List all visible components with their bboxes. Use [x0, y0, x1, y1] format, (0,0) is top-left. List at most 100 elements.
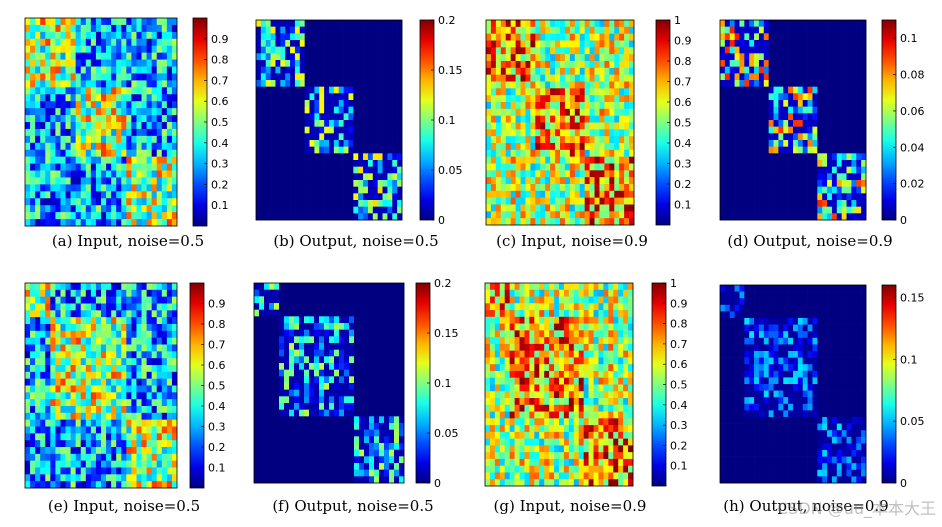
heatmap-cell: [111, 135, 117, 144]
heatmap-cell: [90, 467, 97, 475]
heatmap-cell: [156, 460, 163, 468]
heatmap-cell: [394, 309, 400, 317]
heatmap-cell: [131, 212, 137, 220]
heatmap-cell: [846, 140, 852, 147]
heatmap-cell: [299, 66, 305, 74]
heatmap-cell: [724, 113, 731, 121]
heatmap-cell: [70, 406, 76, 414]
heatmap-cell: [584, 163, 590, 171]
heatmap-cell: [319, 343, 325, 350]
heatmap-cell: [515, 211, 521, 219]
heatmap-cell: [166, 59, 173, 67]
heatmap-cell: [564, 102, 571, 110]
heatmap-cell: [624, 47, 630, 55]
heatmap-cell: [85, 303, 92, 311]
heatmap-cell: [382, 213, 388, 221]
heatmap-cell: [30, 108, 36, 116]
heatmap-cell: [619, 163, 625, 171]
heatmap-cell: [353, 180, 359, 187]
heatmap-cell: [65, 317, 71, 325]
heatmap: [25, 18, 178, 227]
heatmap-cell: [338, 86, 344, 94]
heatmap-cell: [166, 310, 173, 318]
heatmap-cell: [80, 135, 87, 144]
heatmap-cell: [45, 351, 51, 359]
heatmap-cell: [131, 135, 137, 144]
heatmap-cell: [379, 363, 385, 370]
heatmap-cell: [121, 108, 127, 116]
heatmap-cell: [599, 74, 605, 82]
heatmap-cell: [363, 100, 369, 107]
heatmap-cell: [349, 329, 355, 337]
heatmap-cell: [535, 156, 541, 164]
heatmap-cell: [264, 296, 270, 304]
heatmap-cell: [126, 351, 132, 359]
heatmap-cell: [550, 190, 556, 198]
heatmap-cell: [599, 190, 605, 198]
heatmap-cell: [619, 197, 625, 205]
heatmap-cell: [724, 126, 731, 134]
heatmap-cell: [599, 88, 605, 96]
heatmap-cell: [778, 200, 784, 207]
heatmap-cell: [45, 283, 51, 291]
heatmap-cell: [594, 81, 600, 89]
heatmap-cell: [392, 153, 398, 161]
heatmap-cell: [60, 219, 66, 227]
heatmap-cell: [314, 296, 320, 304]
heatmap-cell: [40, 122, 46, 130]
heatmap-cell: [171, 108, 178, 116]
heatmap-cell: [589, 170, 595, 178]
heatmap-cell: [35, 283, 41, 291]
heatmap-cell: [121, 128, 127, 137]
heatmap-cell: [294, 289, 300, 297]
heatmap-cell: [530, 115, 536, 123]
heatmap-cell: [151, 317, 158, 325]
heatmap-cell: [379, 343, 385, 350]
heatmap-cell: [60, 115, 66, 123]
heatmap-cell: [324, 283, 330, 290]
heatmap-cell: [619, 204, 625, 212]
heatmap-cell: [270, 126, 276, 134]
heatmap-cell: [280, 193, 286, 201]
heatmap-cell: [35, 344, 41, 352]
heatmap-cell: [106, 177, 112, 185]
heatmap-cell: [530, 20, 536, 28]
heatmap-cell: [171, 66, 178, 74]
heatmap-cell: [166, 426, 173, 434]
heatmap-cell: [126, 344, 132, 352]
heatmap-cell: [624, 129, 630, 137]
heatmap-cell: [319, 160, 325, 167]
heatmap-cell: [106, 219, 112, 227]
heatmap-cell: [783, 100, 789, 107]
heatmap-cell: [788, 93, 794, 101]
heatmap-cell: [75, 101, 82, 109]
heatmap-cell: [290, 206, 296, 214]
heatmap-cell: [564, 122, 571, 130]
heatmap-cell: [25, 283, 31, 291]
heatmap-cell: [116, 191, 122, 199]
heatmap-cell: [75, 474, 82, 482]
heatmap-cell: [166, 191, 173, 199]
heatmap-cell: [60, 474, 66, 482]
heatmap-cell: [156, 378, 163, 386]
heatmap-cell: [166, 474, 173, 482]
heatmap-cell: [294, 86, 301, 94]
heatmap-cell: [106, 73, 112, 81]
heatmap-cell: [294, 33, 301, 41]
heatmap-cell: [510, 190, 516, 198]
heatmap-cell: [264, 363, 270, 370]
heatmap-cell: [299, 146, 305, 154]
heatmap-cell: [156, 433, 163, 441]
heatmap-cell: [584, 204, 590, 212]
heatmap-cell: [324, 126, 330, 134]
heatmap-cell: [80, 337, 87, 345]
heatmap-cell: [836, 80, 842, 87]
heatmap-cell: [788, 133, 794, 141]
heatmap-cell: [763, 80, 769, 87]
heatmap-cell: [569, 184, 576, 192]
heatmap: [720, 20, 867, 221]
heatmap-cell: [304, 66, 310, 74]
heatmap-cell: [851, 33, 857, 41]
heatmap-cell: [836, 106, 842, 114]
heatmap-cell: [256, 160, 262, 167]
